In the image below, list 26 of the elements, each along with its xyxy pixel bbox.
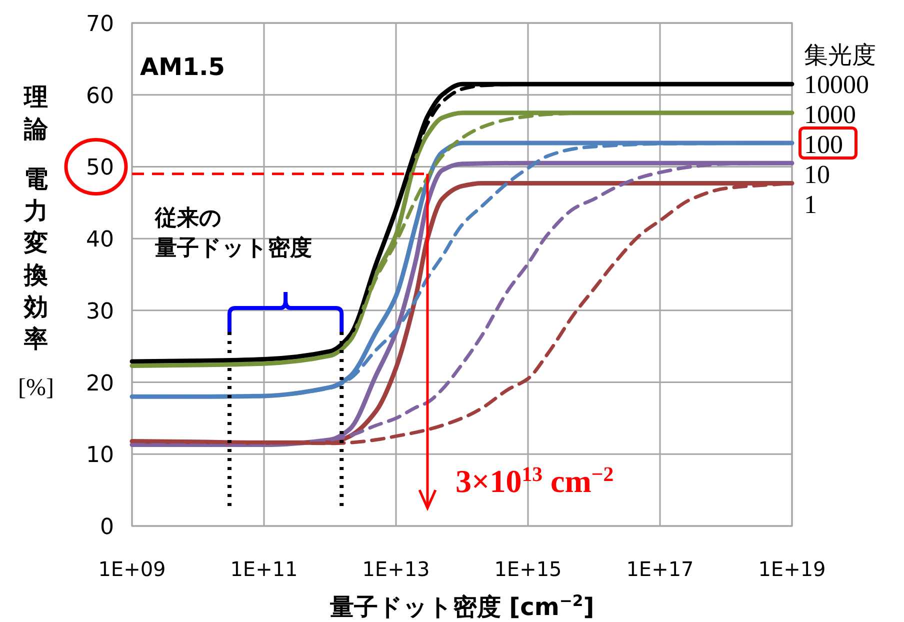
series-label: 100: [804, 130, 843, 159]
x-tick-label: 1E+11: [230, 557, 298, 581]
y-tick-label: 50: [86, 156, 114, 181]
y-tick-label: 10: [86, 443, 114, 468]
series-label: 10000: [804, 70, 869, 99]
ref-line-label: 3×10$^{13}$ cm$^{−2}$: [455, 462, 614, 499]
annotation: 量子ドット密度: [154, 235, 312, 261]
y-tick-label: 40: [86, 228, 114, 253]
y-tick-label: 70: [86, 12, 114, 37]
x-tick-label: 1E+17: [626, 557, 694, 581]
annotation: 従来の: [154, 206, 222, 231]
x-tick-label: 1E+09: [98, 557, 166, 581]
y-tick-label: 30: [86, 299, 114, 324]
y-tick-label: 20: [86, 371, 114, 396]
x-tick-label: 1E+15: [494, 557, 562, 581]
series-label: 1000: [804, 100, 856, 129]
y-tick-label: 0: [100, 515, 114, 540]
x-axis-title: 量子ドット密度 [cm$^{−2}$]: [328, 592, 594, 621]
x-tick-label: 1E+19: [758, 557, 826, 581]
y-tick-label: 60: [86, 84, 114, 109]
series-label: 1: [804, 190, 817, 219]
text: 理論電力変換効率 [%]: [18, 83, 54, 401]
series-label: 10: [804, 160, 830, 189]
x-tick-label: 1E+13: [362, 557, 430, 581]
legend-title: 集光度: [804, 41, 876, 69]
annotation: AM1.5: [140, 53, 225, 81]
